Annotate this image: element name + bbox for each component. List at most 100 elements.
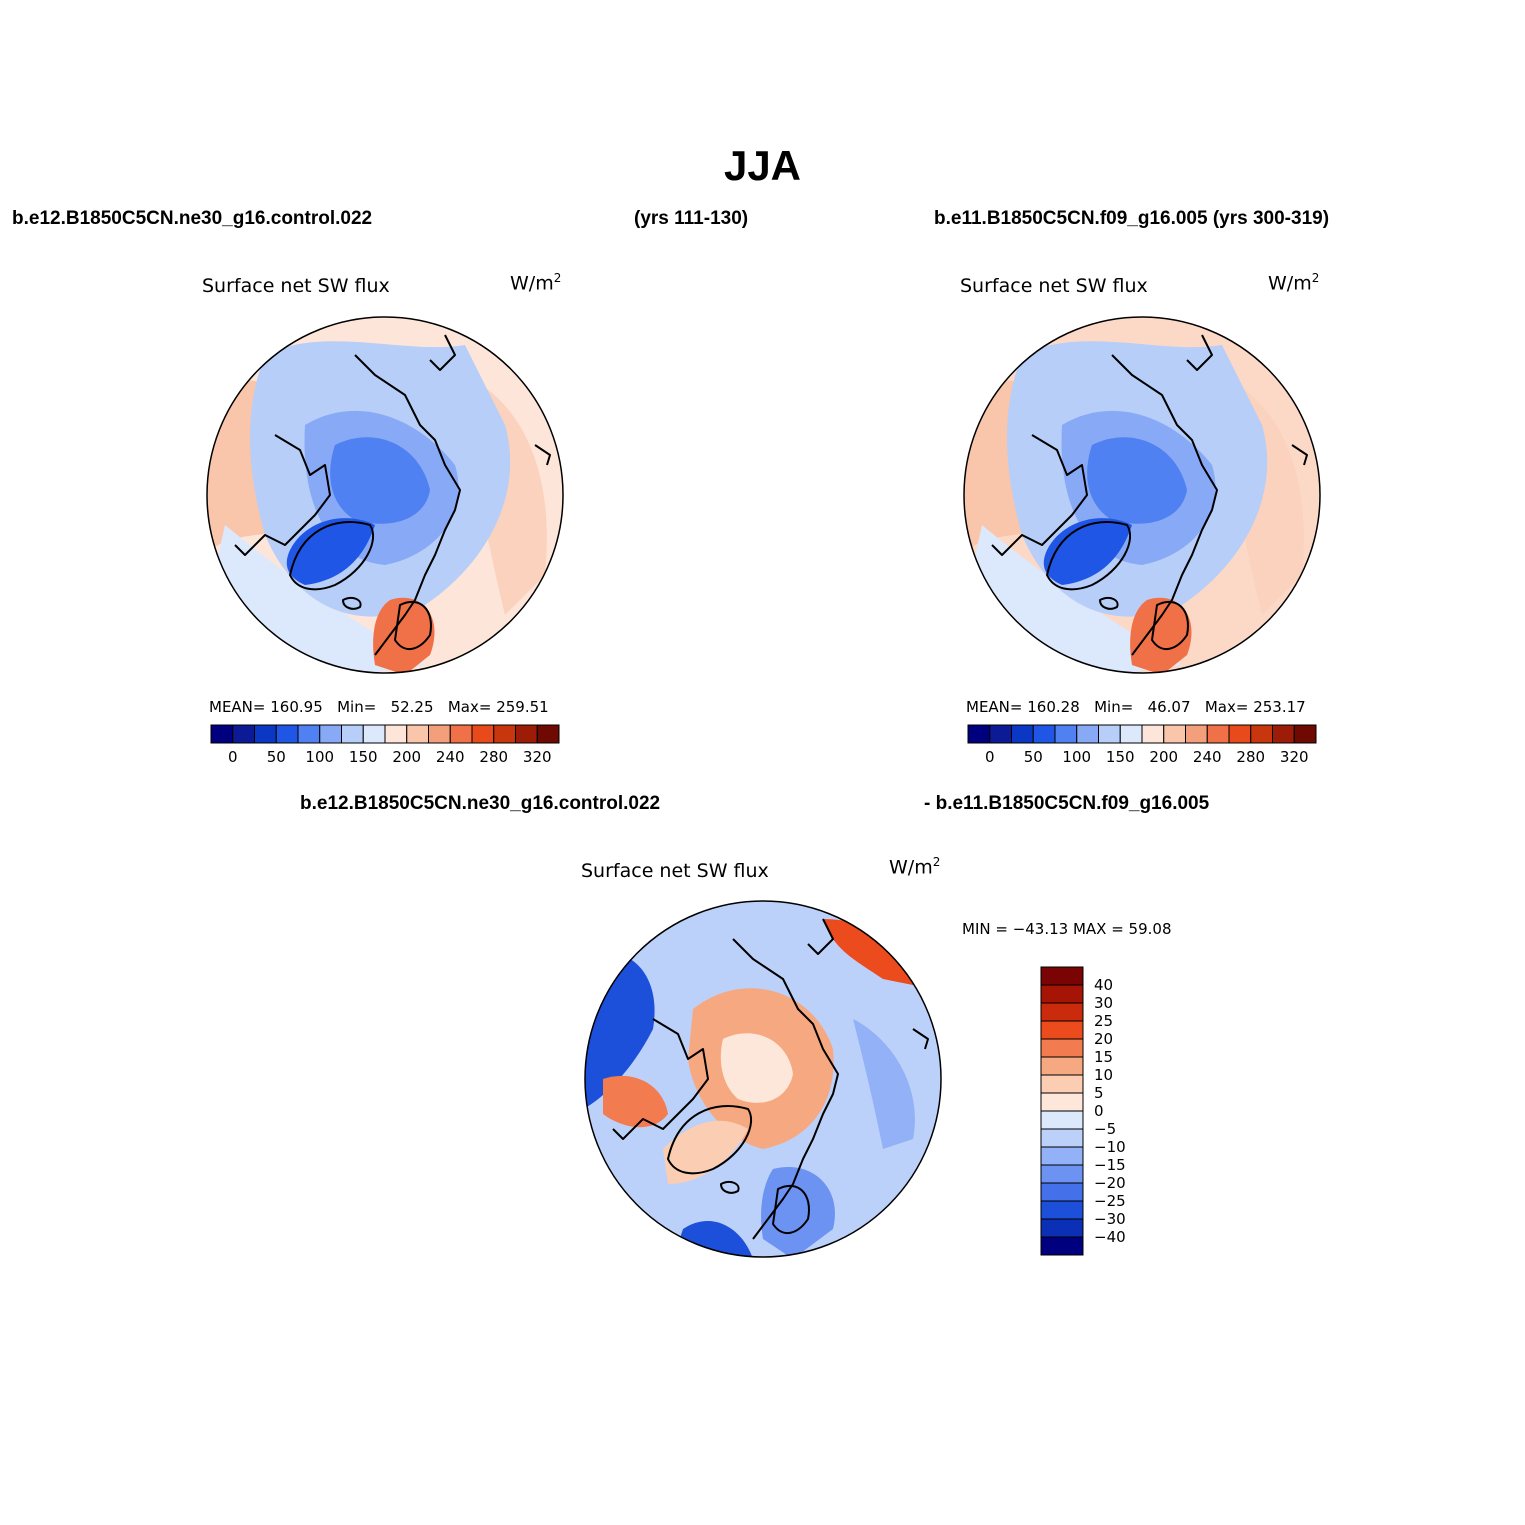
- greenland-coastline: [667, 1105, 753, 1175]
- greenland-coastline: [1046, 521, 1132, 591]
- diff-colorbar-swatch: [1040, 1092, 1084, 1112]
- diff-colorbar-swatch: [1040, 1038, 1084, 1058]
- diff-colorbar-swatch: [1040, 1020, 1084, 1040]
- diff-colorbar-swatch: [1040, 1110, 1084, 1130]
- diff-panel-variable: Surface net SW flux: [581, 860, 769, 882]
- panel-2-colorbar-tick-label: 240: [1193, 748, 1222, 766]
- diff-colorbar-swatch: [1040, 1056, 1084, 1076]
- panel-2-colorbar-tick-label: 150: [1106, 748, 1135, 766]
- iceland-coastline: [720, 1181, 740, 1194]
- panel-2-colorbar-swatch: [1054, 724, 1078, 744]
- diff-colorbar-swatch: [1040, 966, 1084, 986]
- panel-1-colorbar-swatch: [428, 724, 451, 744]
- panel-1-colorbar-swatch: [449, 724, 473, 744]
- panel-1-colorbar-swatch: [341, 724, 364, 744]
- diff-colorbar-swatch: [1040, 1002, 1084, 1022]
- asia-negative: [853, 1019, 915, 1149]
- scandinavia-warm: [1130, 597, 1192, 673]
- panel-1-colorbar: 0 50 100 150 200 240 280 320: [210, 724, 560, 766]
- sakhalin-coastline: [1291, 444, 1308, 466]
- greenland-coastline: [289, 521, 375, 591]
- panel-2-colorbar-swatch: [1098, 724, 1121, 744]
- coastline: [354, 354, 461, 656]
- panel-1-colorbar-swatch: [406, 724, 429, 744]
- diff-header-right: - b.e11.B1850C5CN.f09_g16.005: [924, 793, 1210, 814]
- diff-colorbar-tick-label: −40: [1094, 1228, 1126, 1246]
- map-border: [584, 900, 942, 1258]
- scandinavia-warm: [373, 597, 435, 673]
- figure-title: JJA: [723, 142, 802, 189]
- panel-1-colorbar-swatch: [471, 724, 495, 744]
- diff-colorbar-swatch: [1040, 1128, 1084, 1148]
- header-right-case: b.e11.B1850C5CN.f09_g16.005 (yrs 300-319…: [934, 208, 1330, 229]
- panel-2-stats: MEAN= 160.28 Min= 46.07 Max= 253.17: [966, 698, 1306, 716]
- panel-1-colorbar-swatch: [515, 724, 538, 744]
- panel-1-colorbar-tick-label: 150: [349, 748, 378, 766]
- greenland-region: [1043, 518, 1132, 585]
- panel-1-colorbar-swatch: [384, 724, 408, 744]
- panel-1-units: W/m2: [510, 271, 562, 295]
- coastline: [991, 434, 1088, 556]
- panel-2-colorbar-tick-label: 320: [1280, 748, 1309, 766]
- diff-colorbar-tick-label: 20: [1094, 1030, 1113, 1048]
- panel-2-colorbar-swatch: [1250, 724, 1273, 744]
- panel-1-variable: Surface net SW flux: [202, 275, 390, 297]
- coastline: [234, 434, 331, 556]
- diff-colorbar-swatch: [1040, 1236, 1084, 1256]
- arctic-core: [720, 1033, 793, 1103]
- sakhalin-coastline: [534, 444, 551, 466]
- panel-1-colorbar-swatch: [362, 724, 386, 744]
- panel-2-colorbar-swatch: [1272, 724, 1295, 744]
- panel-2-colorbar-swatch: [1011, 724, 1034, 744]
- map-border: [206, 316, 564, 674]
- panel-1-colorbar-tick-label: 240: [436, 748, 465, 766]
- central-arctic: [1087, 437, 1187, 524]
- diff-colorbar-tick-label: −5: [1094, 1120, 1116, 1138]
- panel-1-colorbar-swatch: [254, 724, 277, 744]
- iceland-coastline: [1099, 597, 1119, 610]
- panel-1-polar-map: [206, 316, 564, 674]
- panel-1-stats: MEAN= 160.95 Min= 52.25 Max= 259.51: [209, 698, 549, 716]
- panel-1-colorbar-swatch: [210, 724, 234, 744]
- panel-2-colorbar-tick-label: 200: [1149, 748, 1178, 766]
- scandinavia-coastline: [1151, 600, 1189, 650]
- panel-2-colorbar-swatch: [1206, 724, 1230, 744]
- header-left-case: b.e12.B1850C5CN.ne30_g16.control.022: [12, 208, 373, 229]
- panel-2-colorbar-tick-label: 280: [1236, 748, 1265, 766]
- kamchatka-coastline: [807, 918, 834, 955]
- diff-colorbar-swatch: [1040, 1074, 1084, 1094]
- coastline: [732, 938, 839, 1240]
- diff-colorbar-swatch: [1040, 1164, 1084, 1184]
- diff-colorbar-tick-label: 15: [1094, 1048, 1113, 1066]
- panel-1-colorbar-swatch: [275, 724, 299, 744]
- panel-2-colorbar-swatch: [1185, 724, 1208, 744]
- panel-2-colorbar-tick-label: 0: [985, 748, 995, 766]
- panel-1-colorbar-tick-label: 100: [305, 748, 334, 766]
- diff-colorbar-tick-label: −20: [1094, 1174, 1126, 1192]
- diff-panel-units: W/m2: [889, 855, 941, 879]
- diff-colorbar-tick-label: 25: [1094, 1012, 1113, 1030]
- europe-negative: [761, 1167, 835, 1257]
- diff-colorbar-tick-label: 40: [1094, 976, 1113, 994]
- diff-header-left: b.e12.B1850C5CN.ne30_g16.control.022: [300, 793, 661, 814]
- panel-2-colorbar-tick-label: 50: [1024, 748, 1043, 766]
- panel-2-colorbar-swatch: [1163, 724, 1186, 744]
- kamchatka-coastline: [429, 334, 456, 371]
- panel-2-variable: Surface net SW flux: [960, 275, 1148, 297]
- panel-1-colorbar-swatch: [232, 724, 255, 744]
- diff-colorbar-tick-label: −15: [1094, 1156, 1126, 1174]
- iceland-coastline: [342, 597, 362, 610]
- diff-colorbar-swatch: [1040, 984, 1084, 1004]
- diff-colorbar-swatch: [1040, 1218, 1084, 1238]
- greenland-region: [286, 518, 375, 585]
- alaska-positive: [603, 1075, 668, 1128]
- panel-2-units: W/m2: [1268, 271, 1320, 295]
- diff-colorbar-tick-label: −30: [1094, 1210, 1126, 1228]
- panel-1-colorbar-swatch: [493, 724, 516, 744]
- map-border: [963, 316, 1321, 674]
- diff-colorbar-tick-label: 10: [1094, 1066, 1113, 1084]
- panel-2-colorbar-swatch: [967, 724, 991, 744]
- diff-colorbar-tick-label: 30: [1094, 994, 1113, 1012]
- panel-1-colorbar-tick-label: 280: [479, 748, 508, 766]
